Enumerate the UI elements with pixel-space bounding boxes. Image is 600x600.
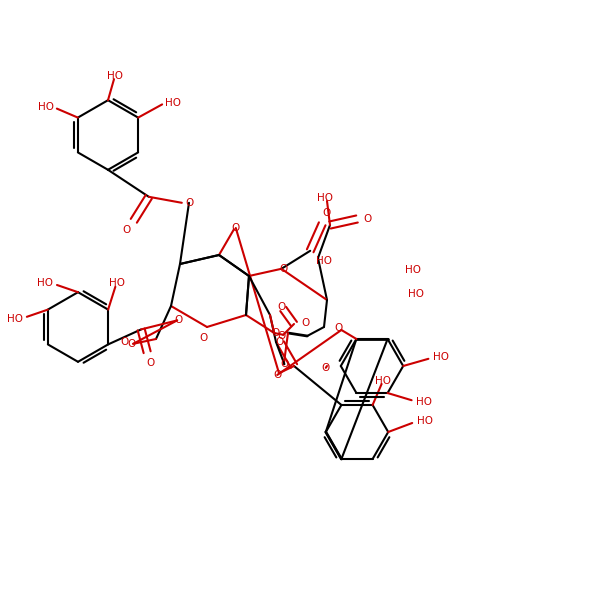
Text: O: O	[185, 198, 193, 208]
Text: HO: HO	[316, 256, 332, 266]
Text: O: O	[272, 328, 280, 338]
Text: O: O	[280, 359, 289, 369]
Text: O: O	[175, 316, 183, 325]
Text: O: O	[128, 339, 136, 349]
Text: HO: HO	[408, 289, 424, 299]
Text: O: O	[279, 264, 287, 274]
Text: HO: HO	[109, 278, 125, 287]
Text: O: O	[322, 363, 330, 373]
Text: O: O	[120, 337, 128, 347]
Text: O: O	[122, 225, 131, 235]
Text: O: O	[278, 331, 286, 341]
Text: O: O	[275, 337, 283, 347]
Text: O: O	[232, 223, 240, 233]
Text: O: O	[323, 208, 331, 218]
Text: HO: HO	[417, 416, 433, 426]
Text: HO: HO	[107, 71, 123, 81]
Text: O: O	[302, 318, 310, 328]
Text: O: O	[334, 323, 343, 333]
Text: HO: HO	[317, 193, 333, 203]
Text: HO: HO	[38, 102, 54, 112]
Text: O: O	[273, 370, 281, 380]
Text: O: O	[363, 214, 371, 224]
Text: HO: HO	[165, 98, 181, 107]
Text: O: O	[200, 333, 208, 343]
Text: HO: HO	[433, 352, 449, 362]
Text: O: O	[278, 302, 286, 312]
Text: HO: HO	[376, 376, 391, 386]
Text: O: O	[146, 358, 154, 368]
Text: HO: HO	[37, 278, 53, 288]
Text: HO: HO	[416, 397, 433, 407]
Text: HO: HO	[405, 265, 421, 275]
Text: HO: HO	[7, 314, 23, 323]
